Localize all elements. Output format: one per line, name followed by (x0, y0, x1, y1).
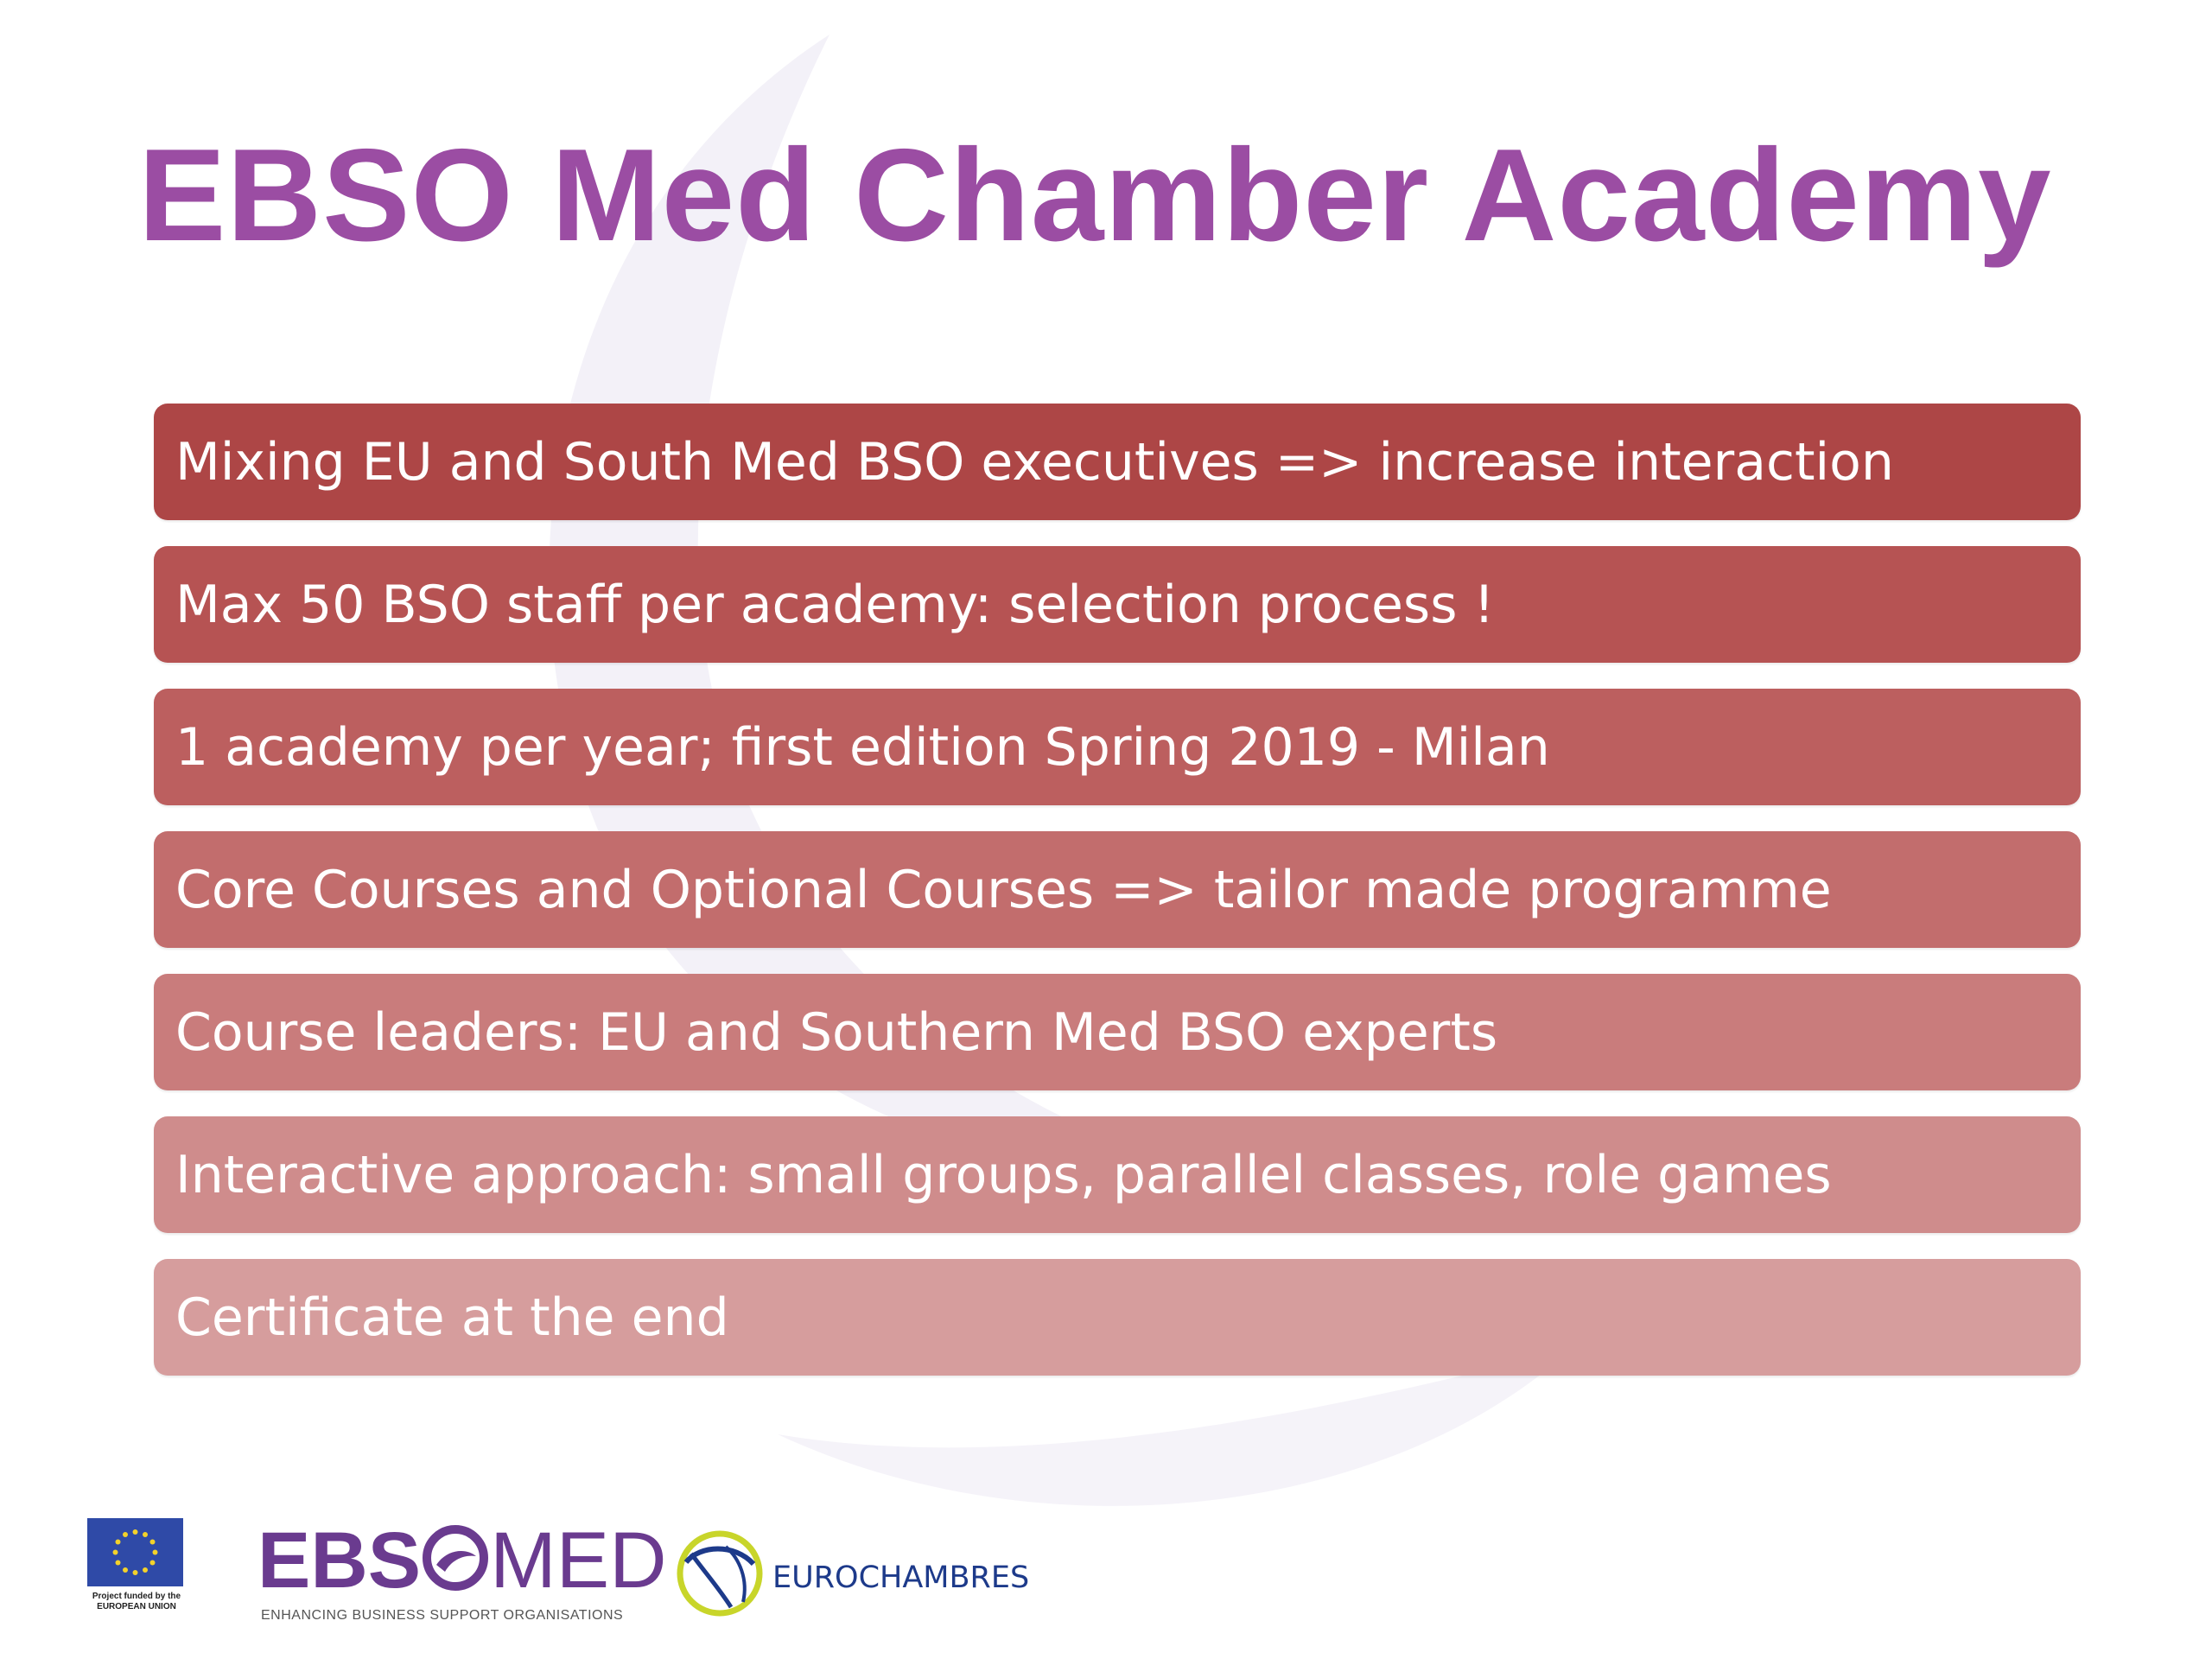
eurochambres-swirl-icon (677, 1530, 763, 1617)
list-item: Max 50 BSO staff per academy: selection … (154, 546, 2081, 663)
eu-caption-line1: Project funded by the (92, 1592, 181, 1601)
ebsomed-bird-icon (423, 1525, 489, 1591)
eu-caption-line2: EUROPEAN UNION (97, 1602, 176, 1611)
list-item: 1 academy per year; first edition Spring… (154, 689, 2081, 805)
ebsomed-logo-part2: MED (490, 1516, 667, 1605)
bullet-list: Mixing EU and South Med BSO executives =… (154, 404, 2081, 1402)
footer-logos: Project funded by the EUROPEAN UNION EBS… (0, 1503, 1123, 1642)
ebsomed-logo: EBS MED (257, 1521, 667, 1600)
slide-title: EBSO Med Chamber Academy (138, 122, 2052, 269)
list-item: Interactive approach: small groups, para… (154, 1116, 2081, 1233)
list-item: Course leaders: EU and Southern Med BSO … (154, 974, 2081, 1090)
list-item: Mixing EU and South Med BSO executives =… (154, 404, 2081, 520)
list-item: Certificate at the end (154, 1259, 2081, 1376)
eurochambres-name: EUROCHAMBRES (772, 1560, 1030, 1595)
eu-caption: Project funded by the EUROPEAN UNION (86, 1592, 187, 1612)
list-item: Core Courses and Optional Courses => tai… (154, 831, 2081, 948)
ebsomed-tagline: ENHANCING BUSINESS SUPPORT ORGANISATIONS (261, 1608, 624, 1623)
ebsomed-logo-part1: EBS (257, 1516, 422, 1605)
eu-flag-icon (87, 1518, 183, 1586)
